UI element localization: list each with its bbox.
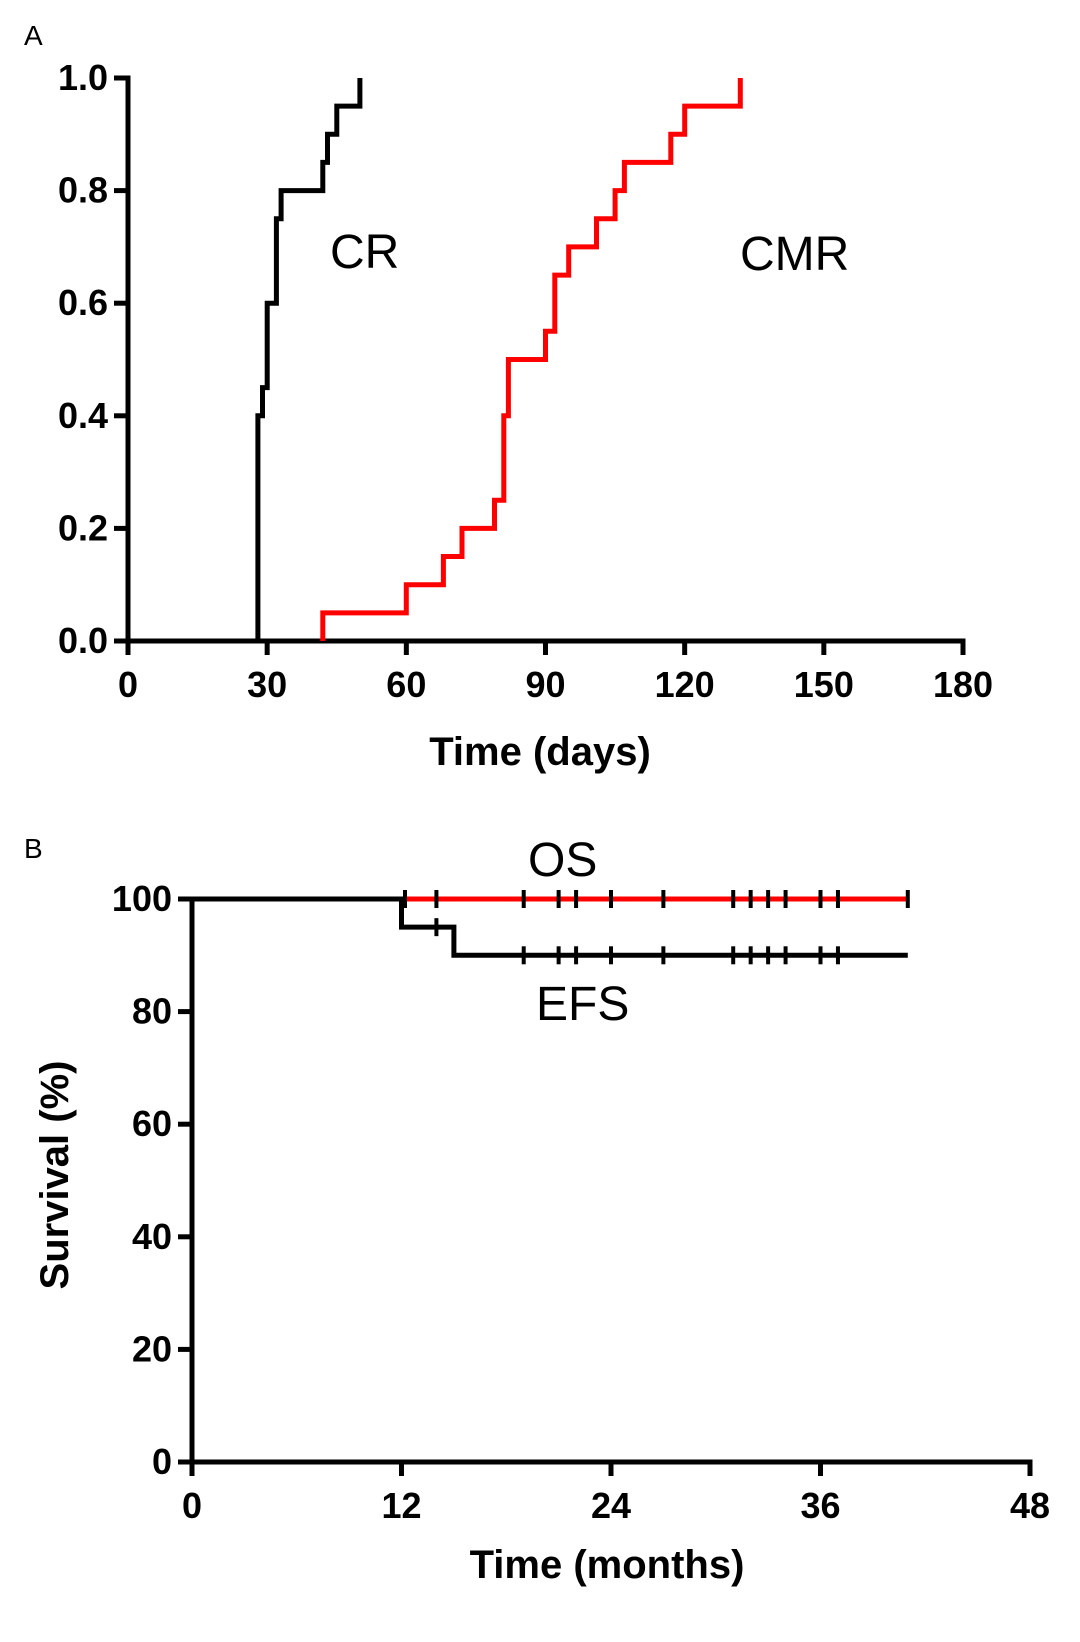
- y-tick-label: 60: [132, 1103, 172, 1144]
- panel-b-x-axis-title: Time (months): [470, 1543, 745, 1587]
- panel-b-series: [192, 890, 910, 965]
- y-tick-label: 100: [112, 878, 172, 919]
- x-tick-label: 0: [118, 664, 138, 705]
- y-tick-label: 80: [132, 991, 172, 1032]
- x-tick-label: 24: [591, 1485, 631, 1526]
- panel-b-letter: B: [24, 833, 43, 864]
- series-label-efs: EFS: [536, 978, 629, 1031]
- panel-b: B 0 12 24 36 48 0 20 40 60 80 100 OS EFS Time (mon…: [24, 833, 1050, 1587]
- x-tick-label: 30: [247, 664, 287, 705]
- x-tick-label: 120: [655, 664, 715, 705]
- panel-a-x-axis-title: Time (days): [429, 730, 651, 774]
- series-efs-line: [192, 896, 908, 958]
- y-tick-label: 20: [132, 1328, 172, 1369]
- y-tick-label: 0.2: [58, 507, 108, 548]
- panel-b-y-axis-title: Survival (%): [33, 1061, 77, 1290]
- x-tick-label: 90: [525, 664, 565, 705]
- x-tick-label: 36: [800, 1485, 840, 1526]
- x-tick-label: 60: [386, 664, 426, 705]
- x-tick-label: 150: [794, 664, 854, 705]
- panel-a-series: [255, 78, 743, 641]
- y-tick-label: 0.0: [58, 620, 108, 661]
- x-tick-label: 0: [182, 1485, 202, 1526]
- y-tick-label: 0.8: [58, 170, 108, 211]
- x-tick-label: 12: [381, 1485, 421, 1526]
- series-label-cr: CR: [330, 226, 399, 279]
- y-tick-label: 0: [152, 1441, 172, 1482]
- y-tick-label: 0.6: [58, 282, 108, 323]
- series-label-os: OS: [528, 834, 597, 887]
- series-label-cmr: CMR: [740, 228, 849, 281]
- y-tick-label: 1.0: [58, 57, 108, 98]
- x-tick-label: 180: [933, 664, 993, 705]
- y-tick-label: 40: [132, 1216, 172, 1257]
- panel-a-axes: 0 30 60 90 120 150 180 0.0 0.2 0.4 0.6 0.8 1.0: [58, 57, 993, 705]
- x-tick-label: 48: [1010, 1485, 1050, 1526]
- panel-a-letter: A: [24, 20, 43, 51]
- series-cmr-line: [320, 78, 743, 641]
- panel-b-axes: 0 12 24 36 48 0 20 40 60 80 100: [112, 878, 1050, 1526]
- series-cr-line: [255, 78, 363, 641]
- y-tick-label: 0.4: [58, 395, 108, 436]
